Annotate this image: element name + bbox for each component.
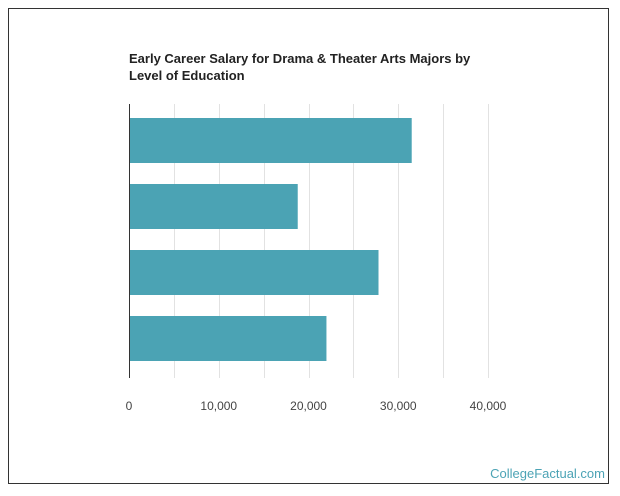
chart-title: Early Career Salary for Drama & Theater … <box>129 51 471 83</box>
bars <box>129 118 412 361</box>
chart-frame <box>8 8 609 484</box>
x-tick-label: 0 <box>126 399 133 413</box>
x-tick-label: 10,000 <box>200 399 237 413</box>
bar-1 <box>129 118 412 163</box>
x-tick-label: 40,000 <box>470 399 507 413</box>
x-tick-label: 30,000 <box>380 399 417 413</box>
bar-2 <box>129 184 298 229</box>
bar-4 <box>129 316 327 361</box>
x-axis-ticks: 0 10,000 20,000 30,000 40,000 <box>126 399 507 413</box>
x-tick-label: 20,000 <box>290 399 327 413</box>
bar-3 <box>129 250 379 295</box>
source-credit-link[interactable]: CollegeFactual.com <box>490 466 605 481</box>
